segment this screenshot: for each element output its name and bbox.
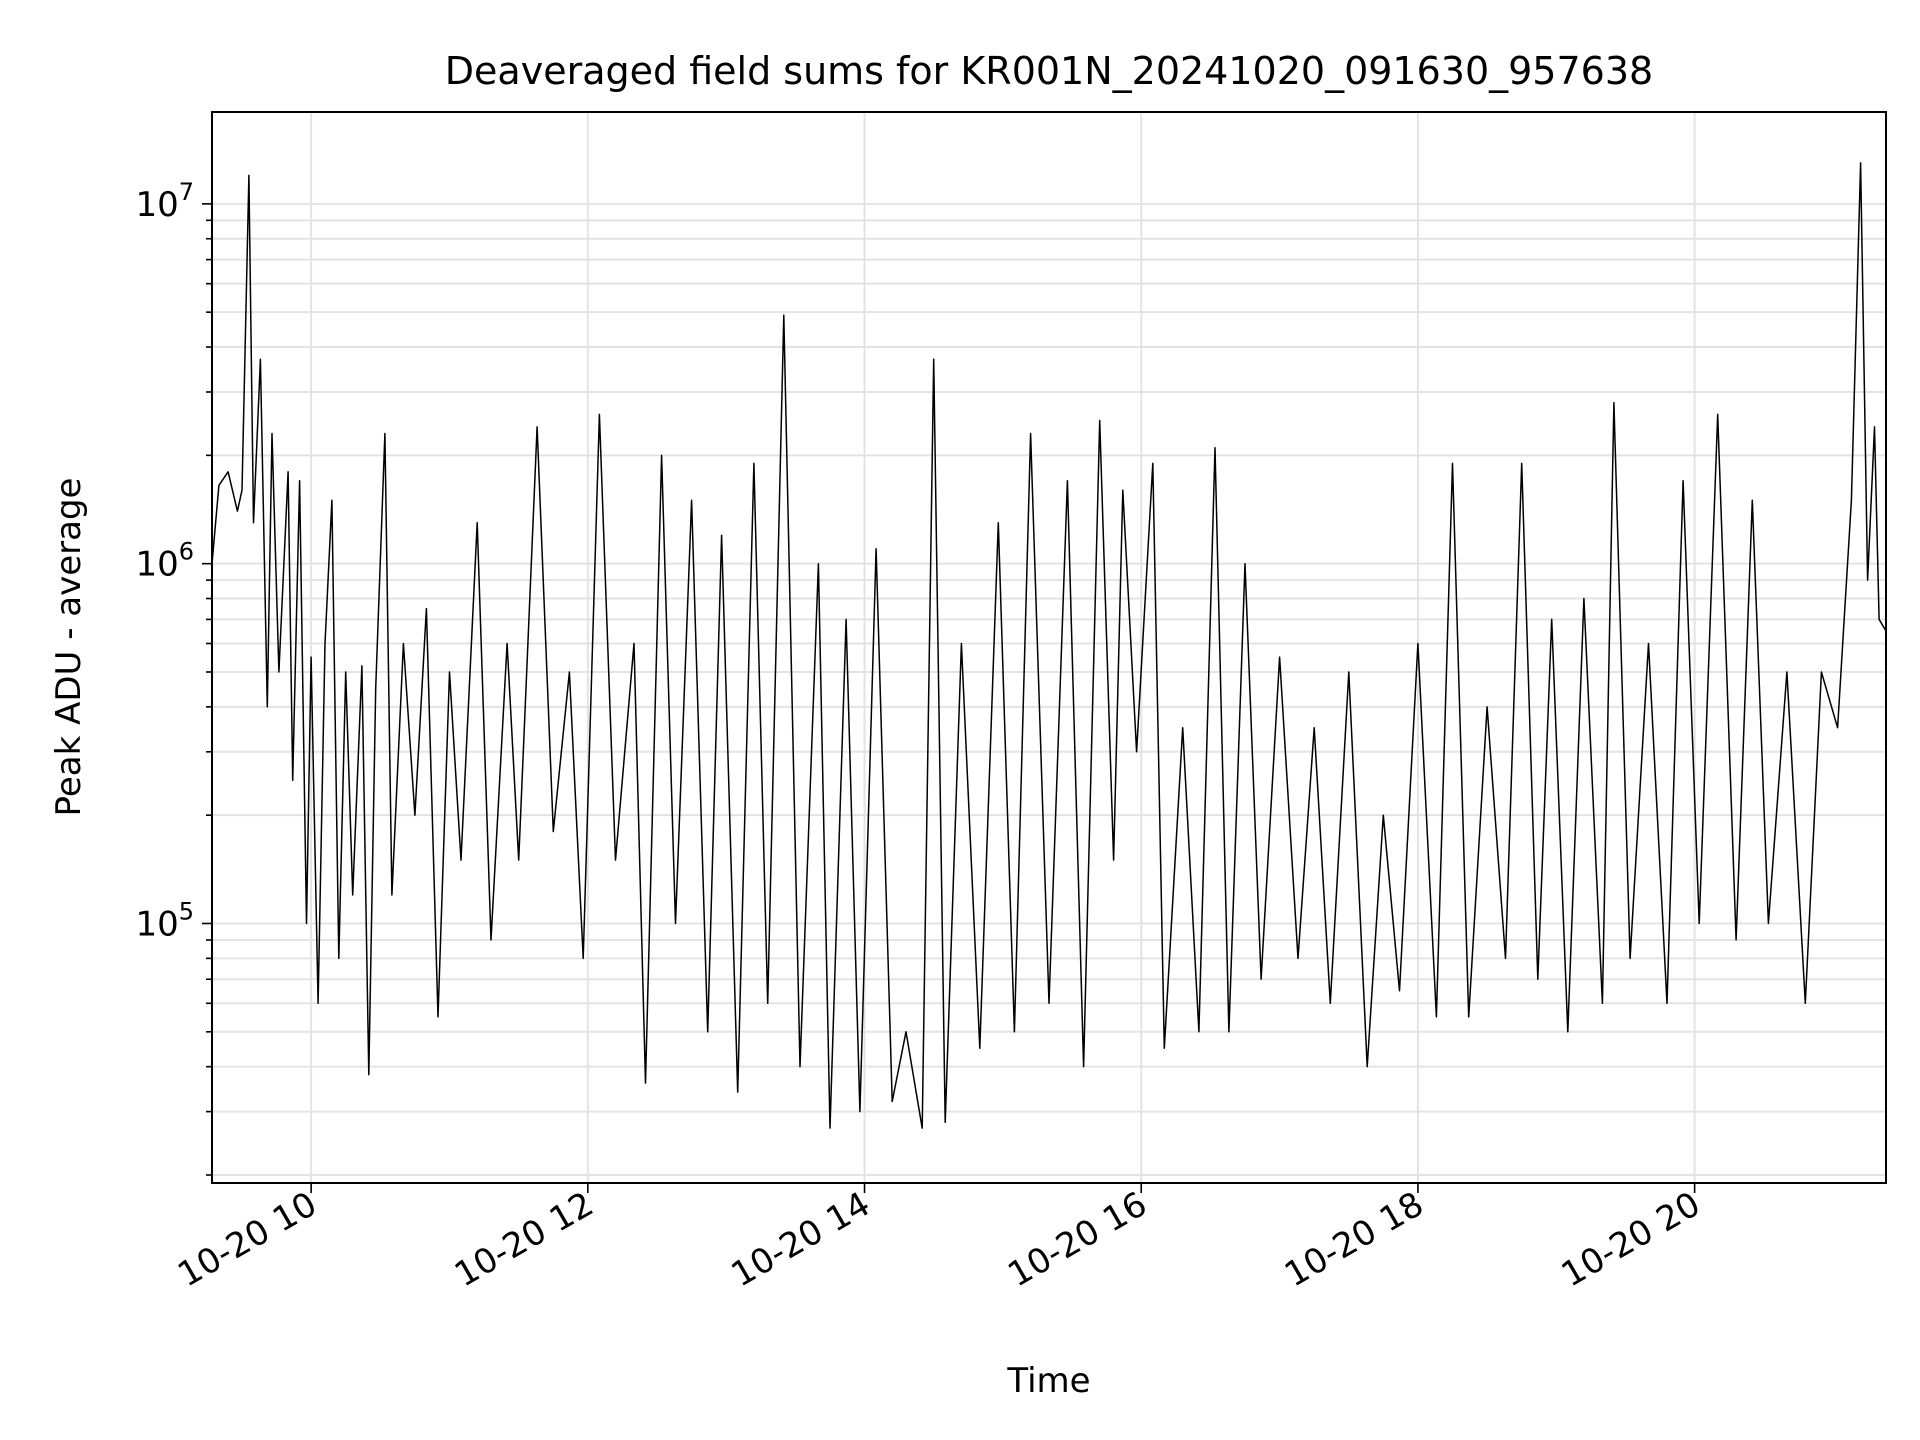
y-axis-label: Peak ADU - average (49, 478, 89, 817)
series-layer (211, 162, 1887, 1129)
series-line (211, 162, 1887, 1129)
plot-frame (211, 111, 1887, 1184)
x-axis-label: Time (1006, 1361, 1090, 1401)
y-tick-label: 107 (135, 178, 194, 225)
y-tick-label: 105 (135, 897, 194, 944)
chart-title: Deaveraged field sums for KR001N_2024102… (445, 49, 1653, 93)
y-tick-label: 106 (135, 538, 194, 585)
